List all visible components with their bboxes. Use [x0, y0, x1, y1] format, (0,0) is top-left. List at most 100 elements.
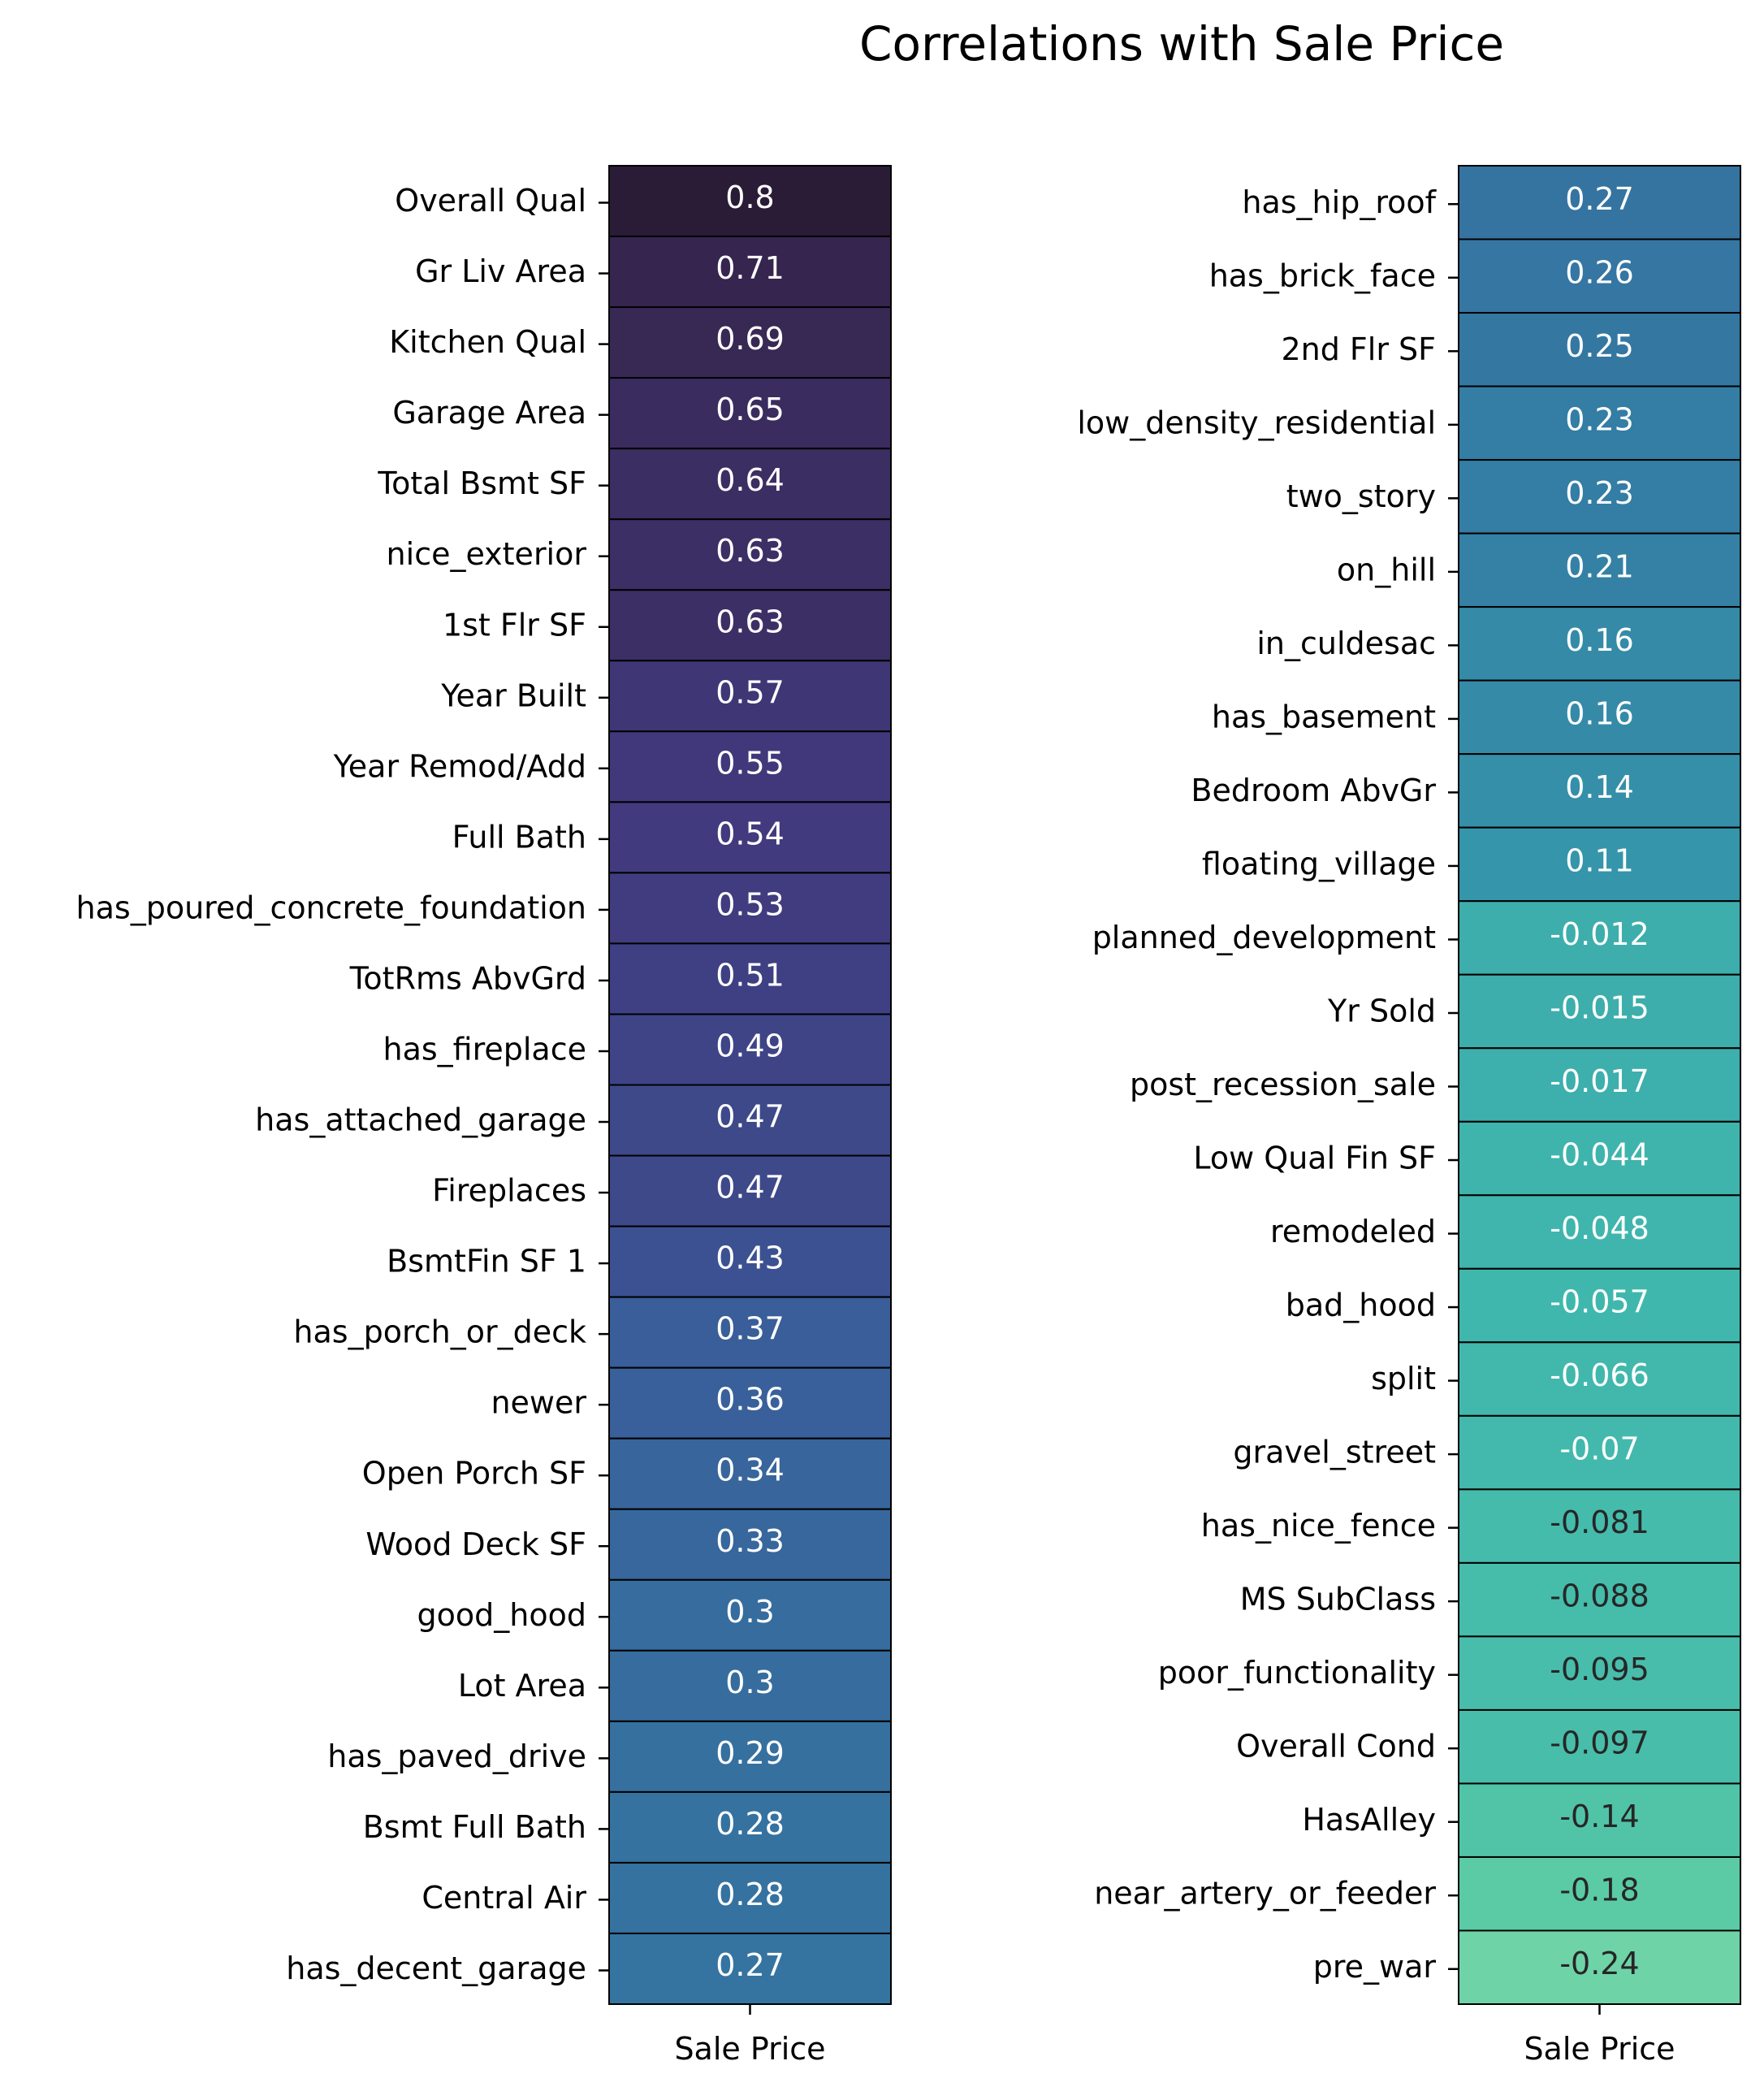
heatmap-cell — [608, 1790, 892, 1864]
cell-value-label: 0.49 — [716, 1028, 785, 1063]
heatmap-panel-left: 0.8 Overall Qual 0.71 Gr Liv Area 0.69 Kitche… — [76, 165, 892, 2067]
cell-value-label: 0.64 — [716, 462, 785, 498]
y-tick-label: Lot Area — [458, 1668, 586, 1704]
cell-value-label: 0.23 — [1565, 401, 1634, 437]
heatmap-cell — [1458, 1414, 1741, 1491]
y-tick-label: Bedroom AbvGr — [1191, 773, 1436, 808]
heatmap-cell — [1458, 238, 1741, 314]
y-tick-label: poor_functionality — [1158, 1655, 1436, 1691]
y-tick-label: two_story — [1286, 478, 1436, 514]
heatmap-cell — [1458, 1855, 1741, 1932]
cell-value-label: -0.088 — [1550, 1578, 1649, 1614]
heatmap-cell — [1458, 679, 1741, 756]
cell-value-label: 0.14 — [1565, 769, 1634, 805]
cell-value-label: 0.55 — [716, 745, 785, 781]
cell-value-label: 0.57 — [716, 674, 785, 710]
y-tick-label: near_artery_or_feeder — [1094, 1876, 1436, 1912]
heatmap-cell — [608, 872, 892, 945]
y-tick-label: has_hip_roof — [1242, 184, 1437, 220]
heatmap-cell — [608, 589, 892, 662]
y-tick-label: Open Porch SF — [362, 1456, 586, 1492]
heatmap-cell — [608, 1861, 892, 1934]
heatmap-cell — [608, 801, 892, 874]
cell-value-label: -0.015 — [1550, 989, 1649, 1025]
heatmap-cell — [1458, 312, 1741, 388]
y-tick-label: planned_development — [1092, 920, 1436, 955]
cell-value-label: 0.47 — [716, 1099, 785, 1135]
y-tick-label: has_brick_face — [1209, 258, 1436, 293]
y-tick-label: 1st Flr SF — [443, 607, 586, 643]
cell-value-label: 0.54 — [716, 816, 785, 851]
y-tick-label: Wood Deck SF — [365, 1526, 586, 1562]
heatmap-cell — [1458, 459, 1741, 535]
heatmap-cell — [608, 1437, 892, 1510]
y-tick-label: has_poured_concrete_foundation — [76, 890, 586, 925]
y-tick-label: has_decent_garage — [286, 1951, 586, 1986]
cell-value-label: 0.27 — [1565, 181, 1634, 217]
x-tick-label: Sale Price — [1524, 2031, 1675, 2067]
cell-value-label: -0.24 — [1559, 1946, 1639, 1981]
cell-value-label: 0.23 — [1565, 475, 1634, 511]
y-tick-label: BsmtFin SF 1 — [387, 1244, 586, 1279]
cell-value-label: 0.37 — [716, 1311, 785, 1347]
heatmap-panel-right: 0.27 has_hip_roof 0.26 has_brick_face 0.25 2n… — [1077, 165, 1741, 2067]
heatmap-cell — [1458, 1267, 1741, 1344]
heatmap-cell — [1458, 1782, 1741, 1858]
heatmap-cell — [608, 448, 892, 521]
y-tick-label: Fireplaces — [432, 1173, 586, 1209]
y-tick-label: Bsmt Full Bath — [363, 1809, 586, 1845]
cell-value-label: -0.097 — [1550, 1725, 1649, 1761]
y-tick-label: has_nice_fence — [1201, 1508, 1436, 1544]
y-tick-label: Full Bath — [452, 819, 586, 855]
heatmap-cell — [1458, 826, 1741, 903]
heatmap-cell — [608, 1296, 892, 1369]
cell-value-label: 0.16 — [1565, 695, 1634, 731]
cell-value-label: -0.081 — [1550, 1505, 1649, 1540]
cell-value-label: 0.3 — [725, 1665, 774, 1700]
cell-value-label: 0.28 — [716, 1877, 785, 1912]
y-tick-label: pre_war — [1313, 1949, 1437, 1985]
y-tick-label: Year Built — [440, 678, 586, 713]
y-tick-label: has_porch_or_deck — [293, 1314, 586, 1350]
heatmap-cell — [1458, 900, 1741, 976]
cell-value-label: 0.16 — [1565, 622, 1634, 658]
heatmap-cell — [1458, 1047, 1741, 1123]
cell-value-label: 0.47 — [716, 1170, 785, 1206]
y-tick-label: has_basement — [1212, 699, 1436, 734]
cell-value-label: -0.18 — [1559, 1873, 1639, 1908]
heatmap-cell — [1458, 1635, 1741, 1711]
heatmap-cell — [608, 518, 892, 591]
heatmap-cell — [1458, 1488, 1741, 1564]
y-tick-label: HasAlley — [1302, 1802, 1436, 1838]
cell-value-label: -0.095 — [1550, 1652, 1649, 1687]
heatmap-cell — [1458, 1561, 1741, 1638]
cell-value-label: -0.07 — [1559, 1431, 1639, 1467]
cell-value-label: -0.066 — [1550, 1357, 1649, 1393]
heatmap-cell — [1458, 1341, 1741, 1417]
y-tick-label: Overall Qual — [395, 183, 586, 219]
cell-value-label: -0.044 — [1550, 1137, 1649, 1173]
y-tick-label: split — [1371, 1361, 1436, 1396]
y-tick-label: floating_village — [1202, 846, 1436, 881]
heatmap-cell — [608, 660, 892, 733]
y-tick-label: post_recession_sale — [1130, 1067, 1436, 1102]
y-tick-label: has_fireplace — [383, 1031, 586, 1067]
y-tick-label: 2nd Flr SF — [1281, 331, 1436, 367]
y-tick-label: Year Remod/Add — [333, 748, 586, 784]
cell-value-label: 0.33 — [716, 1523, 785, 1559]
heatmap-cell — [608, 1084, 892, 1157]
y-tick-label: Garage Area — [392, 395, 586, 431]
heatmap-cell — [1458, 532, 1741, 608]
cell-value-label: 0.36 — [716, 1382, 785, 1418]
cell-value-label: 0.71 — [716, 250, 785, 286]
heatmap-cell — [608, 942, 892, 1015]
y-tick-label: TotRms AbvGrd — [349, 960, 586, 996]
cell-value-label: -0.017 — [1550, 1063, 1649, 1099]
heatmap-cell — [1458, 1708, 1741, 1785]
cell-value-label: 0.28 — [716, 1806, 785, 1842]
y-tick-label: Gr Liv Area — [415, 253, 586, 289]
heatmap-cell — [608, 1720, 892, 1793]
heatmap-cell — [608, 1932, 892, 2005]
x-tick-label: Sale Price — [674, 2031, 825, 2067]
